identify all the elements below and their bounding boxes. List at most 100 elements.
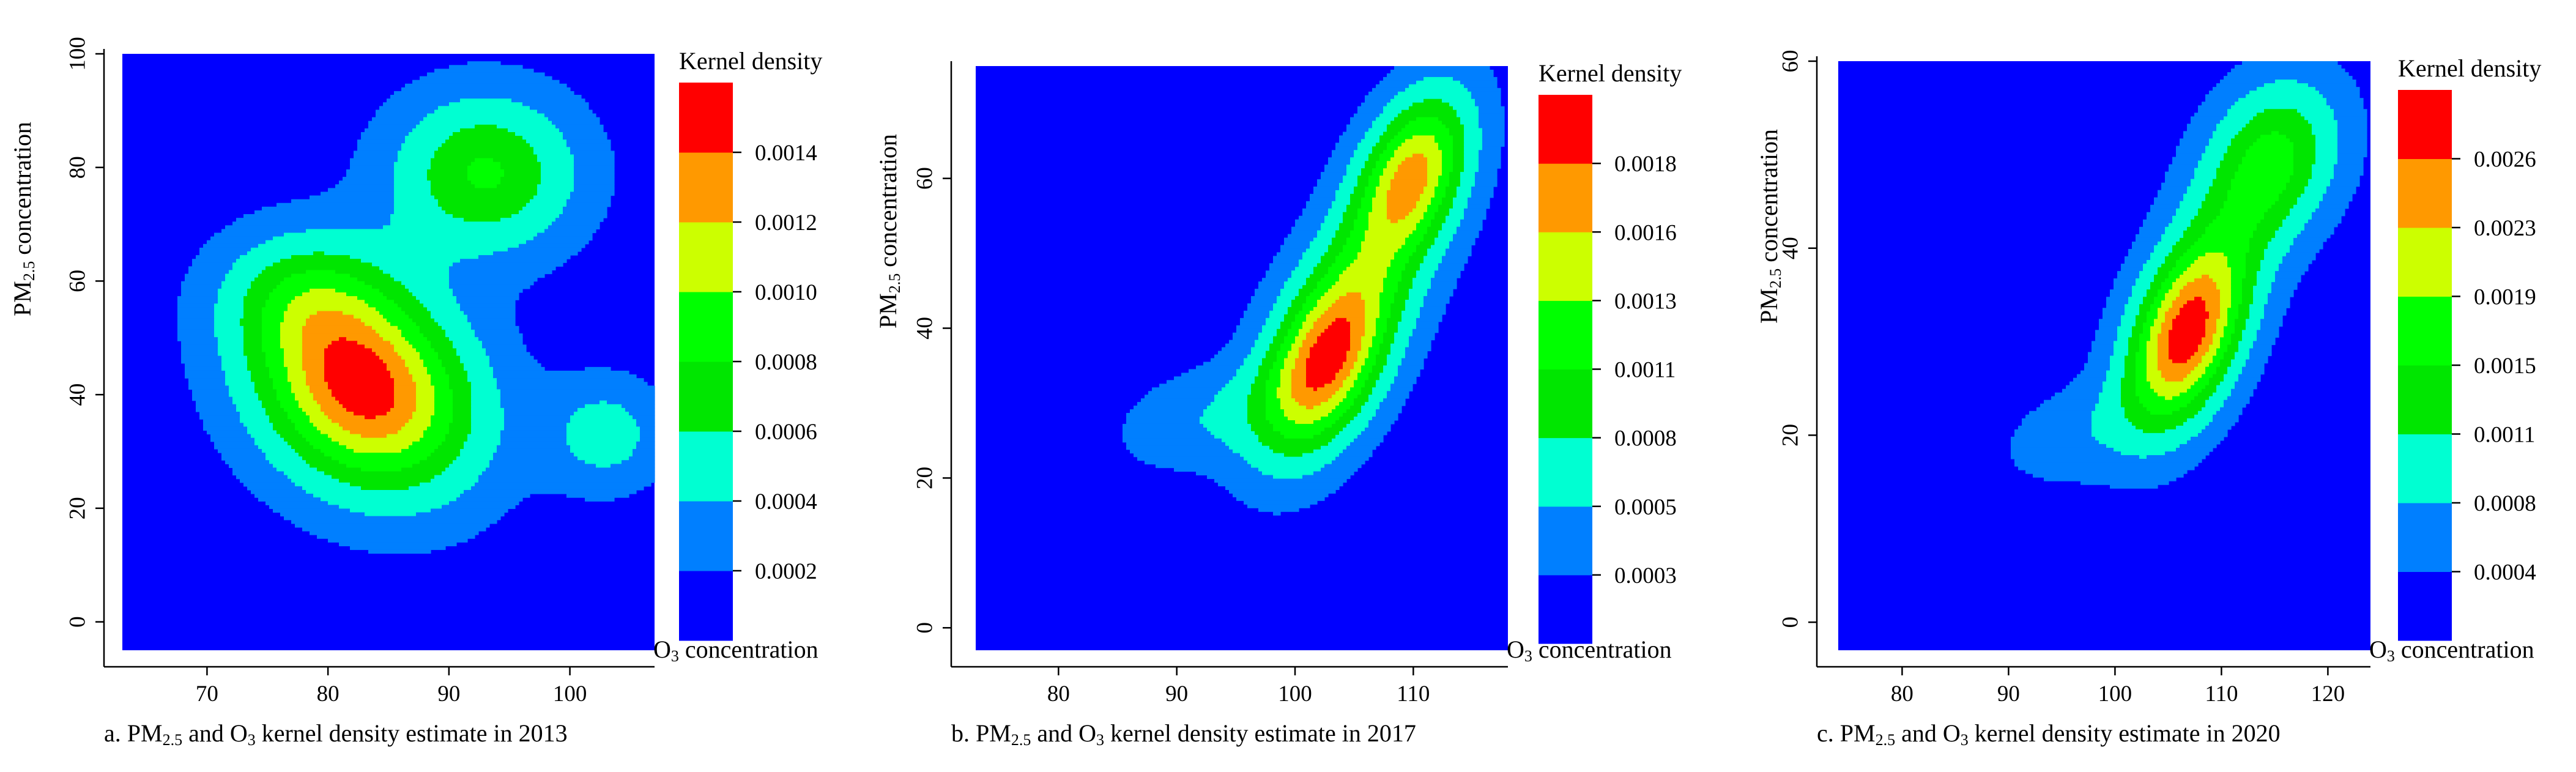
density-cell: [328, 434, 362, 439]
density-cell: [431, 180, 472, 185]
density-cell: [2315, 135, 2338, 139]
density-cell: [302, 341, 332, 345]
density-cell: [387, 98, 461, 103]
density-cell: [1350, 406, 1362, 410]
density-cell: [2011, 440, 2099, 445]
density-cell: [431, 378, 450, 382]
density-cell: [1350, 328, 1365, 333]
density-cell: [2268, 208, 2290, 213]
density-cell: [1291, 321, 1303, 326]
density-cell: [1387, 321, 1398, 326]
density-cell: [2264, 315, 2283, 319]
density-cell: [1460, 179, 1475, 184]
density-cell: [420, 352, 439, 357]
density-cell: [2227, 260, 2246, 264]
density-cell: [2158, 341, 2169, 346]
density-cell: [2326, 186, 2356, 191]
density-cell: [2231, 337, 2243, 342]
density-cell: [2132, 326, 2144, 330]
density-cell: [2301, 113, 2334, 117]
density-cell: [1277, 387, 1292, 392]
density-cell: [530, 143, 567, 147]
density-cell: [456, 300, 516, 304]
density-cell: [2158, 337, 2169, 342]
density-cell: [1335, 190, 1354, 195]
density-cell: [365, 322, 391, 327]
density-cell: [284, 232, 538, 237]
density-cell: [431, 191, 538, 196]
density-cell: [1453, 237, 1475, 242]
density-cell: [328, 538, 468, 543]
density-cell: [1479, 161, 1501, 165]
density-cell: [2238, 374, 2261, 379]
density-cell: [460, 359, 490, 364]
density-cell: [1398, 325, 1417, 330]
density-cell: [332, 419, 409, 423]
density-cell: [1288, 332, 1299, 337]
density-cell: [2121, 381, 2136, 386]
density-cell: [1390, 139, 1406, 143]
density-cell: [2084, 366, 2110, 371]
density-cell: [1313, 406, 1336, 410]
density-cell: [2209, 311, 2221, 316]
density-cell: [1412, 285, 1431, 289]
density-cell: [1361, 201, 1373, 206]
density-cell: [2231, 182, 2287, 187]
text-part: 3: [1961, 731, 1969, 749]
density-cell: [2106, 377, 2121, 382]
density-cell: [365, 128, 413, 133]
density-cell: [1328, 325, 1351, 330]
density-cell: [2143, 264, 2162, 268]
density-cell: [2231, 271, 2246, 275]
density-cell: [2136, 370, 2147, 375]
density-cell: [2150, 333, 2158, 338]
density-cell: [453, 407, 472, 412]
density-cell: [265, 501, 328, 505]
density-cell: [1372, 343, 1380, 348]
density-cell: [2125, 311, 2140, 316]
density-cell: [449, 378, 468, 382]
density-cell: [181, 348, 218, 353]
density-cell: [1251, 427, 1274, 432]
density-cell: [1273, 256, 1303, 260]
density-cell: [1258, 365, 1274, 370]
density-cell: [434, 69, 534, 73]
density-cell: [1258, 508, 1299, 512]
density-cell: [1427, 165, 1442, 169]
density-cell: [243, 352, 266, 357]
density-cell: [1339, 296, 1362, 300]
density-cell: [475, 184, 497, 188]
density-cell: [1405, 87, 1468, 92]
density-cell: [2187, 388, 2202, 393]
density-cell: [497, 378, 644, 382]
density-cell: [2220, 293, 2232, 297]
density-cell: [449, 65, 523, 69]
density-cell: [2216, 83, 2265, 87]
density-cell: [185, 370, 226, 375]
density-cell: [1343, 398, 1354, 403]
density-cell: [2202, 297, 2221, 301]
density-cell: [2257, 271, 2276, 275]
density-cell: [361, 318, 387, 323]
density-cell: [2253, 234, 2276, 239]
density-cell: [431, 478, 479, 483]
density-cell: [1398, 168, 1428, 173]
density-cell: [537, 188, 574, 193]
density-cell: [1247, 398, 1266, 403]
density-cell: [585, 460, 622, 464]
density-cell: [2158, 366, 2195, 371]
density-cell: [2227, 146, 2250, 150]
density-cell: [563, 206, 607, 211]
density-cell: [1247, 354, 1266, 359]
density-cell: [1123, 427, 1208, 432]
density-cell: [1457, 113, 1479, 118]
density-cell: [277, 393, 295, 398]
density-cell: [1394, 332, 1413, 337]
density-cell: [1460, 80, 1498, 85]
density-cell: [449, 464, 490, 468]
density-cell: [445, 370, 468, 375]
density-cell: [317, 400, 340, 405]
density-cell: [2337, 127, 2367, 132]
legend-label: 0.0018: [1614, 152, 1677, 177]
